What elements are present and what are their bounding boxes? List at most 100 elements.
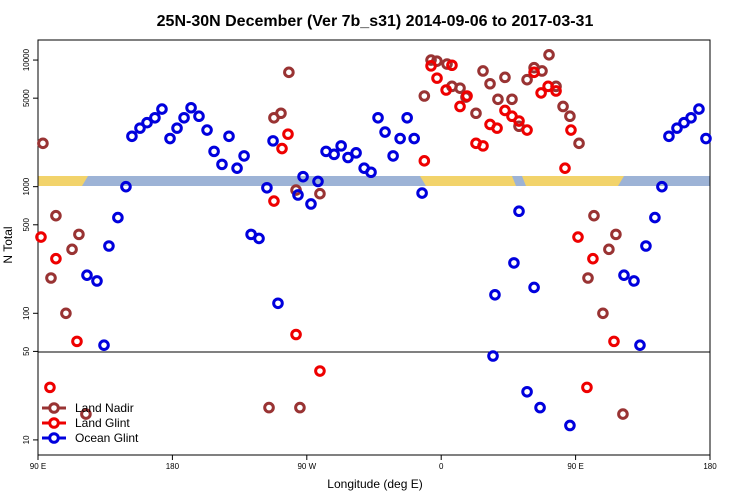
data-point bbox=[268, 195, 280, 207]
data-point bbox=[499, 71, 511, 84]
data-point bbox=[564, 419, 576, 432]
data-point bbox=[513, 115, 525, 127]
data-point bbox=[216, 158, 228, 171]
data-point bbox=[379, 126, 391, 138]
data-point bbox=[685, 111, 697, 124]
data-point bbox=[528, 281, 540, 294]
data-point bbox=[597, 307, 609, 320]
data-point bbox=[171, 122, 183, 134]
x-tick-label: 180 bbox=[166, 462, 180, 471]
y-tick-label: 1000 bbox=[22, 177, 31, 195]
legend-label: Land Glint bbox=[75, 416, 130, 430]
data-point bbox=[342, 151, 354, 164]
data-point bbox=[394, 132, 406, 145]
chart-title: 25N-30N December (Ver 7b_s31) 2014-09-06… bbox=[157, 13, 594, 30]
ocean-band bbox=[38, 176, 710, 186]
data-point bbox=[365, 166, 377, 179]
data-point bbox=[572, 231, 584, 243]
data-point bbox=[508, 257, 520, 269]
x-tick-label: 90 E bbox=[30, 462, 46, 471]
data-point bbox=[484, 77, 496, 90]
data-point bbox=[587, 252, 599, 265]
data-point bbox=[103, 240, 115, 252]
data-point bbox=[178, 111, 190, 124]
data-point bbox=[312, 175, 324, 188]
data-point bbox=[60, 307, 72, 320]
data-point bbox=[610, 228, 622, 241]
data-point bbox=[50, 209, 62, 222]
legend-marker bbox=[48, 432, 60, 444]
data-point bbox=[350, 147, 362, 159]
data-point bbox=[387, 150, 399, 162]
data-point bbox=[470, 107, 482, 120]
data-point bbox=[201, 124, 213, 136]
data-point bbox=[401, 111, 413, 124]
data-point bbox=[663, 130, 675, 143]
data-point bbox=[588, 209, 600, 222]
data-point bbox=[149, 111, 161, 124]
legend-marker bbox=[48, 402, 60, 414]
data-point bbox=[261, 181, 273, 194]
y-tick-label: 10 bbox=[22, 435, 31, 444]
data-point bbox=[66, 243, 78, 256]
y-tick-label: 5000 bbox=[22, 89, 31, 107]
data-point bbox=[440, 84, 452, 96]
data-point bbox=[238, 150, 250, 162]
data-point bbox=[418, 155, 431, 167]
data-point bbox=[81, 269, 93, 281]
data-point bbox=[492, 93, 504, 106]
data-point bbox=[425, 60, 437, 72]
data-point bbox=[126, 130, 138, 143]
data-point bbox=[91, 275, 103, 287]
data-point bbox=[231, 162, 243, 174]
data-point bbox=[640, 240, 652, 252]
y-tick-label: 50 bbox=[22, 346, 31, 355]
data-point bbox=[185, 101, 197, 114]
data-point bbox=[112, 211, 124, 224]
data-point bbox=[581, 381, 593, 394]
data-point bbox=[73, 228, 85, 241]
data-point bbox=[582, 272, 594, 284]
data-point bbox=[521, 124, 533, 136]
data-point bbox=[35, 231, 47, 243]
data-point bbox=[276, 142, 288, 155]
data-point bbox=[487, 350, 499, 362]
data-point bbox=[290, 328, 302, 341]
data-point bbox=[461, 90, 473, 102]
data-point bbox=[617, 408, 629, 420]
data-point bbox=[528, 66, 540, 79]
data-point bbox=[441, 58, 453, 70]
y-tick-label: 500 bbox=[22, 218, 31, 232]
land-band bbox=[420, 176, 516, 186]
legend-label: Ocean Glint bbox=[75, 431, 139, 445]
data-point bbox=[193, 110, 205, 123]
land-band bbox=[522, 176, 624, 186]
data-point bbox=[573, 137, 585, 150]
data-point bbox=[618, 269, 630, 281]
x-tick-label: 0 bbox=[439, 462, 444, 471]
data-point bbox=[671, 122, 683, 134]
data-point bbox=[557, 100, 569, 113]
data-point bbox=[267, 135, 279, 147]
data-point bbox=[283, 66, 295, 79]
x-axis-label: Longitude (deg E) bbox=[327, 477, 422, 491]
data-point bbox=[454, 100, 466, 113]
data-point bbox=[164, 132, 176, 145]
data-point bbox=[314, 365, 326, 377]
data-point bbox=[603, 243, 615, 256]
x-tick-label: 90 E bbox=[567, 462, 583, 471]
data-point bbox=[649, 211, 661, 224]
data-point bbox=[314, 187, 326, 200]
data-point bbox=[700, 132, 712, 145]
data-point bbox=[253, 232, 265, 245]
y-tick-label: 10000 bbox=[22, 48, 31, 71]
data-point bbox=[565, 124, 577, 136]
x-tick-label: 180 bbox=[703, 462, 717, 471]
data-point bbox=[263, 401, 275, 414]
data-point bbox=[120, 180, 132, 193]
data-point bbox=[305, 198, 317, 210]
data-point bbox=[634, 339, 646, 351]
data-point bbox=[416, 187, 428, 199]
data-point bbox=[297, 170, 309, 183]
